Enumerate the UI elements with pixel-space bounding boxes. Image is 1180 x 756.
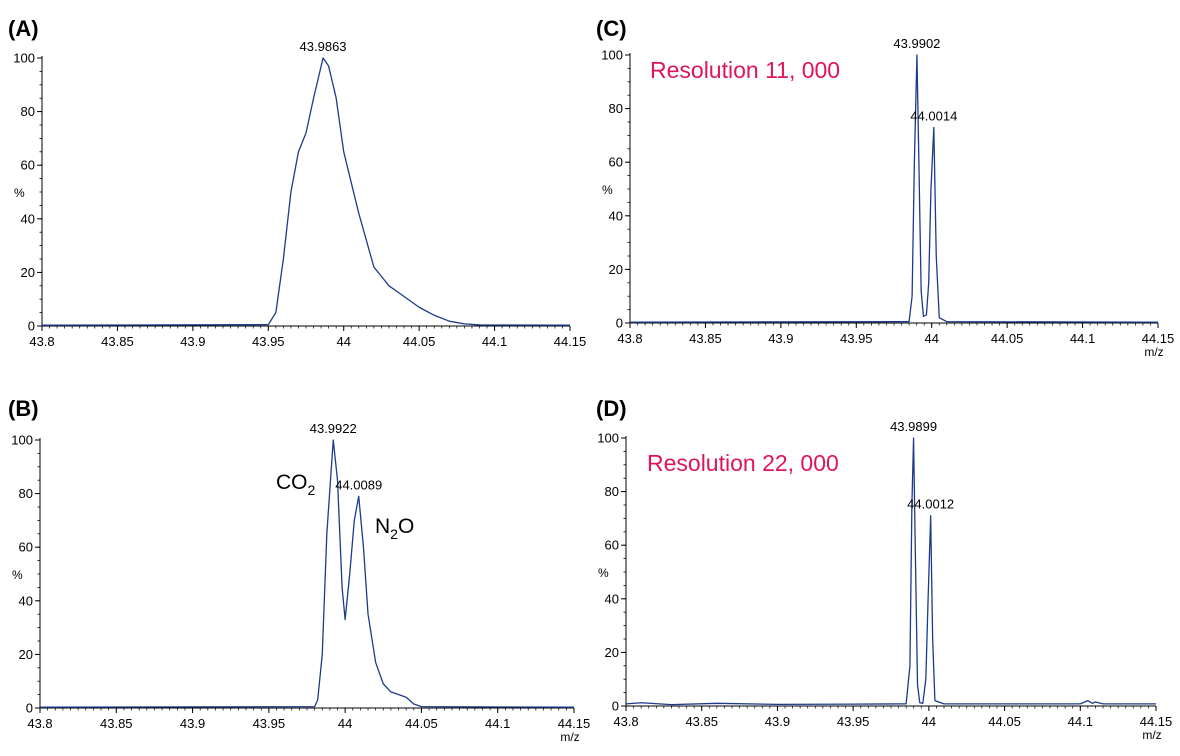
x-tick-label: 44.1 (485, 716, 510, 731)
species-label: N2O (375, 515, 414, 542)
x-tick-label: 43.8 (29, 334, 54, 349)
spectrum-line (629, 54, 1159, 323)
y-axis-label: % (12, 568, 23, 582)
x-tick-label: 43.8 (613, 714, 638, 729)
y-tick-label: 100 (601, 48, 623, 63)
resolution-annotation: Resolution 11, 000 (650, 57, 840, 83)
peak-label: 44.0089 (335, 477, 382, 492)
peak-label: 44.0012 (907, 497, 954, 512)
x-tick-label: 44.1 (1070, 331, 1095, 346)
y-tick-label: 0 (26, 701, 33, 716)
y-tick-label: 80 (605, 484, 619, 499)
x-tick-label: 44.15 (558, 716, 591, 731)
y-tick-label: 80 (19, 486, 33, 501)
y-tick-label: 20 (609, 262, 623, 277)
x-tick-label: 44.05 (405, 716, 438, 731)
y-tick-label: 100 (13, 51, 35, 66)
x-tick-label: 43.9 (768, 331, 793, 346)
x-tick-label: 43.85 (101, 334, 134, 349)
panel-a: (A) 0 20 40 60 80 100 43.8 43.85 43.9 43.95 44 44.05… (8, 16, 586, 349)
x-tick-label: 43.9 (765, 714, 790, 729)
x-tick-label: 43.85 (685, 714, 718, 729)
y-tick-label: 60 (19, 540, 33, 555)
peak-label: 43.9899 (890, 419, 937, 434)
y-axis-label: % (14, 186, 25, 200)
y-axis-label: % (598, 566, 609, 580)
y-tick-label: 20 (21, 265, 35, 280)
panel-c: (C) 0 20 40 60 80 100 43.8 43.85 43.9 43.95 44 44.05… (596, 16, 1174, 359)
x-tick-label: 44 (338, 716, 352, 731)
x-tick-label: 44.05 (403, 334, 436, 349)
x-axis-label: m/z (1144, 345, 1163, 359)
x-tick-label: 43.85 (689, 331, 722, 346)
y-tick-label: 40 (605, 591, 619, 606)
y-axis-label: % (602, 183, 613, 197)
x-tick-label: 43.85 (100, 716, 133, 731)
y-tick-label: 0 (612, 699, 619, 714)
spectrum-line (41, 57, 571, 326)
x-tick-label: 44.15 (554, 334, 587, 349)
spectrum-line (39, 439, 575, 708)
panel-letter: (D) (596, 396, 627, 421)
x-tick-label: 43.8 (27, 716, 52, 731)
x-tick-label: 44.15 (1142, 331, 1175, 346)
peak-label: 43.9922 (310, 421, 357, 436)
panel-b: (B) 0 20 40 60 80 100 43.8 43.85 43.9 43.95 44 44.05… (8, 396, 590, 744)
x-tick-label: 43.95 (253, 716, 286, 731)
y-tick-label: 40 (19, 593, 33, 608)
x-axis-label: m/z (1142, 728, 1161, 742)
x-tick-label: 43.9 (180, 716, 205, 731)
x-tick-label: 43.95 (840, 331, 873, 346)
x-tick-label: 44.15 (1140, 714, 1173, 729)
y-tick-label: 20 (605, 645, 619, 660)
resolution-annotation: Resolution 22, 000 (647, 450, 839, 476)
x-tick-label: 44 (336, 334, 350, 349)
x-tick-label: 44.05 (991, 331, 1024, 346)
y-tick-label: 60 (609, 155, 623, 170)
spectrum-line (625, 437, 1156, 706)
panel-d: (D) 0 20 40 60 80 100 43.8 43.85 43.9 43.95 44 44.05… (596, 396, 1172, 742)
y-tick-label: 40 (609, 208, 623, 223)
peak-label: 43.9902 (893, 36, 940, 51)
x-tick-label: 43.95 (837, 714, 870, 729)
y-tick-label: 80 (21, 104, 35, 119)
x-tick-label: 44.05 (988, 714, 1021, 729)
y-tick-label: 100 (11, 433, 33, 448)
x-tick-label: 44 (922, 714, 936, 729)
x-tick-label: 44.1 (1068, 714, 1093, 729)
y-tick-label: 20 (19, 647, 33, 662)
y-tick-label: 80 (609, 101, 623, 116)
x-tick-label: 43.9 (180, 334, 205, 349)
y-tick-label: 40 (21, 211, 35, 226)
y-tick-label: 100 (597, 431, 619, 446)
y-tick-label: 0 (28, 319, 35, 334)
x-tick-label: 44 (924, 331, 938, 346)
panel-letter: (A) (8, 16, 39, 41)
x-tick-label: 43.95 (252, 334, 285, 349)
y-tick-label: 60 (605, 538, 619, 553)
y-tick-label: 60 (21, 158, 35, 173)
species-label: CO2 (276, 471, 316, 498)
x-tick-label: 43.8 (617, 331, 642, 346)
panel-letter: (B) (8, 396, 39, 421)
y-tick-label: 0 (616, 316, 623, 331)
panel-letter: (C) (596, 16, 627, 41)
peak-label: 43.9863 (300, 39, 347, 54)
x-axis-label: m/z (560, 730, 579, 744)
x-tick-label: 44.1 (482, 334, 507, 349)
peak-label: 44.0014 (910, 108, 957, 123)
